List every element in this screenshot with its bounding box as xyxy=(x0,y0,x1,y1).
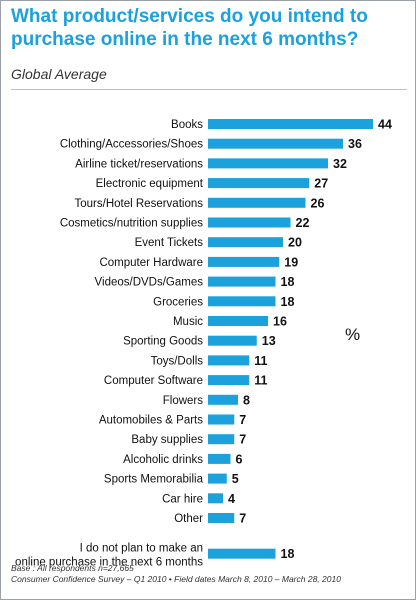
category-label: Automobiles & Parts xyxy=(99,415,203,427)
chart-subtitle: Global Average xyxy=(11,66,107,82)
bar xyxy=(208,217,291,228)
value-label: 18 xyxy=(281,275,295,289)
bar xyxy=(208,473,227,484)
category-label: Car hire xyxy=(162,493,203,505)
bar xyxy=(208,158,328,169)
footnote-base: Base : All respondents n=27,665 xyxy=(11,563,134,573)
bar xyxy=(208,256,280,267)
bar xyxy=(208,296,276,307)
value-label: 44 xyxy=(378,118,392,132)
category-label: Toys/Dolls xyxy=(151,355,204,367)
divider xyxy=(11,89,407,90)
bar xyxy=(208,453,231,464)
bar xyxy=(208,138,343,149)
category-label: I do not plan to make an online purchase … xyxy=(15,543,203,569)
category-label: Computer Hardware xyxy=(99,257,203,269)
value-label: 26 xyxy=(311,196,325,210)
unit-label: % xyxy=(345,325,361,344)
footnote-source: Consumer Confidence Survey – Q1 2010 • F… xyxy=(11,574,341,584)
value-label: 18 xyxy=(281,295,295,309)
value-label: 7 xyxy=(239,512,246,526)
value-label: 6 xyxy=(236,452,243,466)
bar xyxy=(208,513,235,523)
value-label: 22 xyxy=(296,216,310,230)
category-label: Tours/Hotel Reservations xyxy=(75,198,204,210)
value-label: 18 xyxy=(281,547,295,561)
category-label: Airline ticket/reservations xyxy=(75,158,203,170)
bar xyxy=(208,237,283,248)
bar xyxy=(208,178,310,189)
value-label: 13 xyxy=(262,334,276,348)
bar xyxy=(208,316,268,326)
value-label: 27 xyxy=(314,177,328,191)
value-label: 16 xyxy=(273,315,287,329)
value-label: 32 xyxy=(333,157,347,171)
category-label: Alcoholic drinks xyxy=(123,454,203,466)
bar xyxy=(208,394,238,405)
value-label: 5 xyxy=(232,472,239,486)
value-label: 7 xyxy=(239,433,246,447)
category-label: Computer Software xyxy=(104,375,203,387)
bar xyxy=(208,548,276,559)
category-label: Videos/DVDs/Games xyxy=(95,277,204,289)
category-label: Groceries xyxy=(153,296,203,308)
bar xyxy=(208,119,373,129)
category-label: Event Tickets xyxy=(135,237,204,249)
bar xyxy=(208,355,250,366)
value-label: 7 xyxy=(239,413,246,427)
bar xyxy=(208,276,276,287)
category-label: Books xyxy=(171,119,203,131)
bar xyxy=(208,434,235,445)
bar xyxy=(208,375,250,386)
value-label: 11 xyxy=(254,354,267,368)
bar xyxy=(208,493,223,504)
category-label: Cosmetics/nutrition supplies xyxy=(60,218,203,230)
bar xyxy=(208,197,306,208)
category-label: Baby supplies xyxy=(131,434,203,446)
value-label: 4 xyxy=(228,492,235,506)
category-label: Sports Memorabilia xyxy=(104,474,204,486)
category-label: Other xyxy=(174,513,203,525)
category-label: Music xyxy=(173,316,203,328)
category-label: Sporting Goods xyxy=(123,336,203,348)
bar xyxy=(208,335,257,346)
bar xyxy=(208,414,235,425)
category-label: Flowers xyxy=(163,395,204,407)
value-label: 36 xyxy=(348,137,362,151)
footnote: Base : All respondents n=27,665 Consumer… xyxy=(11,563,341,585)
value-label: 20 xyxy=(288,236,302,250)
value-label: 19 xyxy=(284,255,298,269)
value-label: 11 xyxy=(254,374,267,388)
chart-title: What product/services do you intend to p… xyxy=(11,6,368,50)
value-label: 8 xyxy=(243,393,250,407)
category-label: Clothing/Accessories/Shoes xyxy=(60,139,203,151)
category-label: Electronic equipment xyxy=(96,178,204,190)
